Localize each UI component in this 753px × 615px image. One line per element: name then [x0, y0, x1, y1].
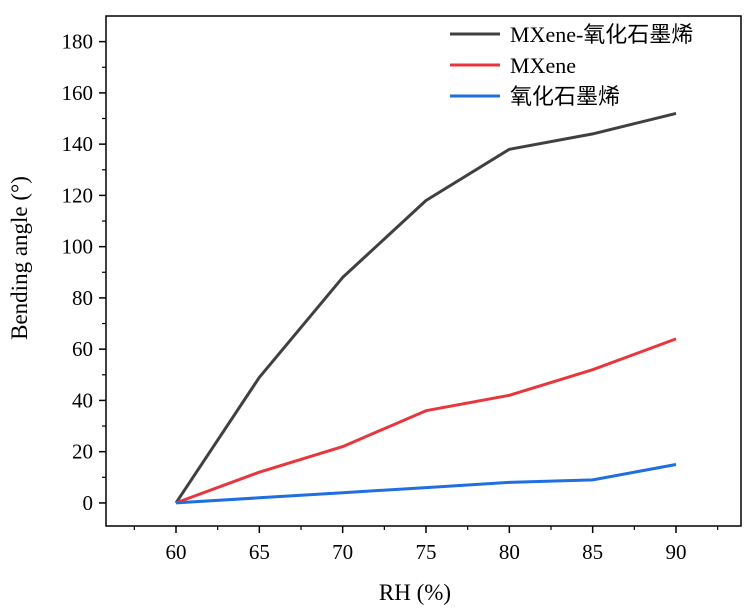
y-tick-label: 0 — [83, 491, 94, 515]
x-tick-label: 70 — [332, 540, 353, 564]
y-tick-label: 140 — [62, 132, 94, 156]
legend-label: MXene-氧化石墨烯 — [510, 22, 693, 47]
x-axis-ticks: 60 65 70 75 80 85 90 — [133, 526, 719, 564]
series-lines — [174, 111, 677, 505]
legend: MXene-氧化石墨烯 MXene 氧化石墨烯 — [450, 22, 693, 109]
series-line — [174, 111, 677, 504]
series-line — [175, 337, 677, 505]
y-axis-title: Bending angle (°) — [7, 176, 32, 340]
y-tick-label: 60 — [72, 337, 93, 361]
y-tick-label: 80 — [72, 286, 93, 310]
y-tick-label: 100 — [62, 235, 94, 259]
plot-frame — [105, 15, 742, 527]
y-tick-label: 40 — [72, 388, 93, 412]
y-tick-label: 180 — [62, 30, 94, 54]
x-axis-title: RH (%) — [379, 580, 451, 605]
y-axis-ticks: 0 20 40 60 80 100 120 140 160 180 — [62, 30, 106, 515]
x-tick-label: 65 — [249, 540, 270, 564]
series-line — [175, 463, 677, 505]
y-tick-label: 20 — [72, 440, 93, 464]
x-tick-label: 90 — [666, 540, 687, 564]
y-tick-label: 120 — [62, 183, 94, 207]
x-tick-label: 60 — [166, 540, 187, 564]
legend-label: MXene — [510, 53, 576, 78]
legend-label: 氧化石墨烯 — [510, 84, 620, 109]
x-tick-label: 80 — [499, 540, 520, 564]
y-tick-label: 160 — [62, 81, 94, 105]
x-tick-label: 75 — [416, 540, 437, 564]
x-tick-label: 85 — [582, 540, 603, 564]
